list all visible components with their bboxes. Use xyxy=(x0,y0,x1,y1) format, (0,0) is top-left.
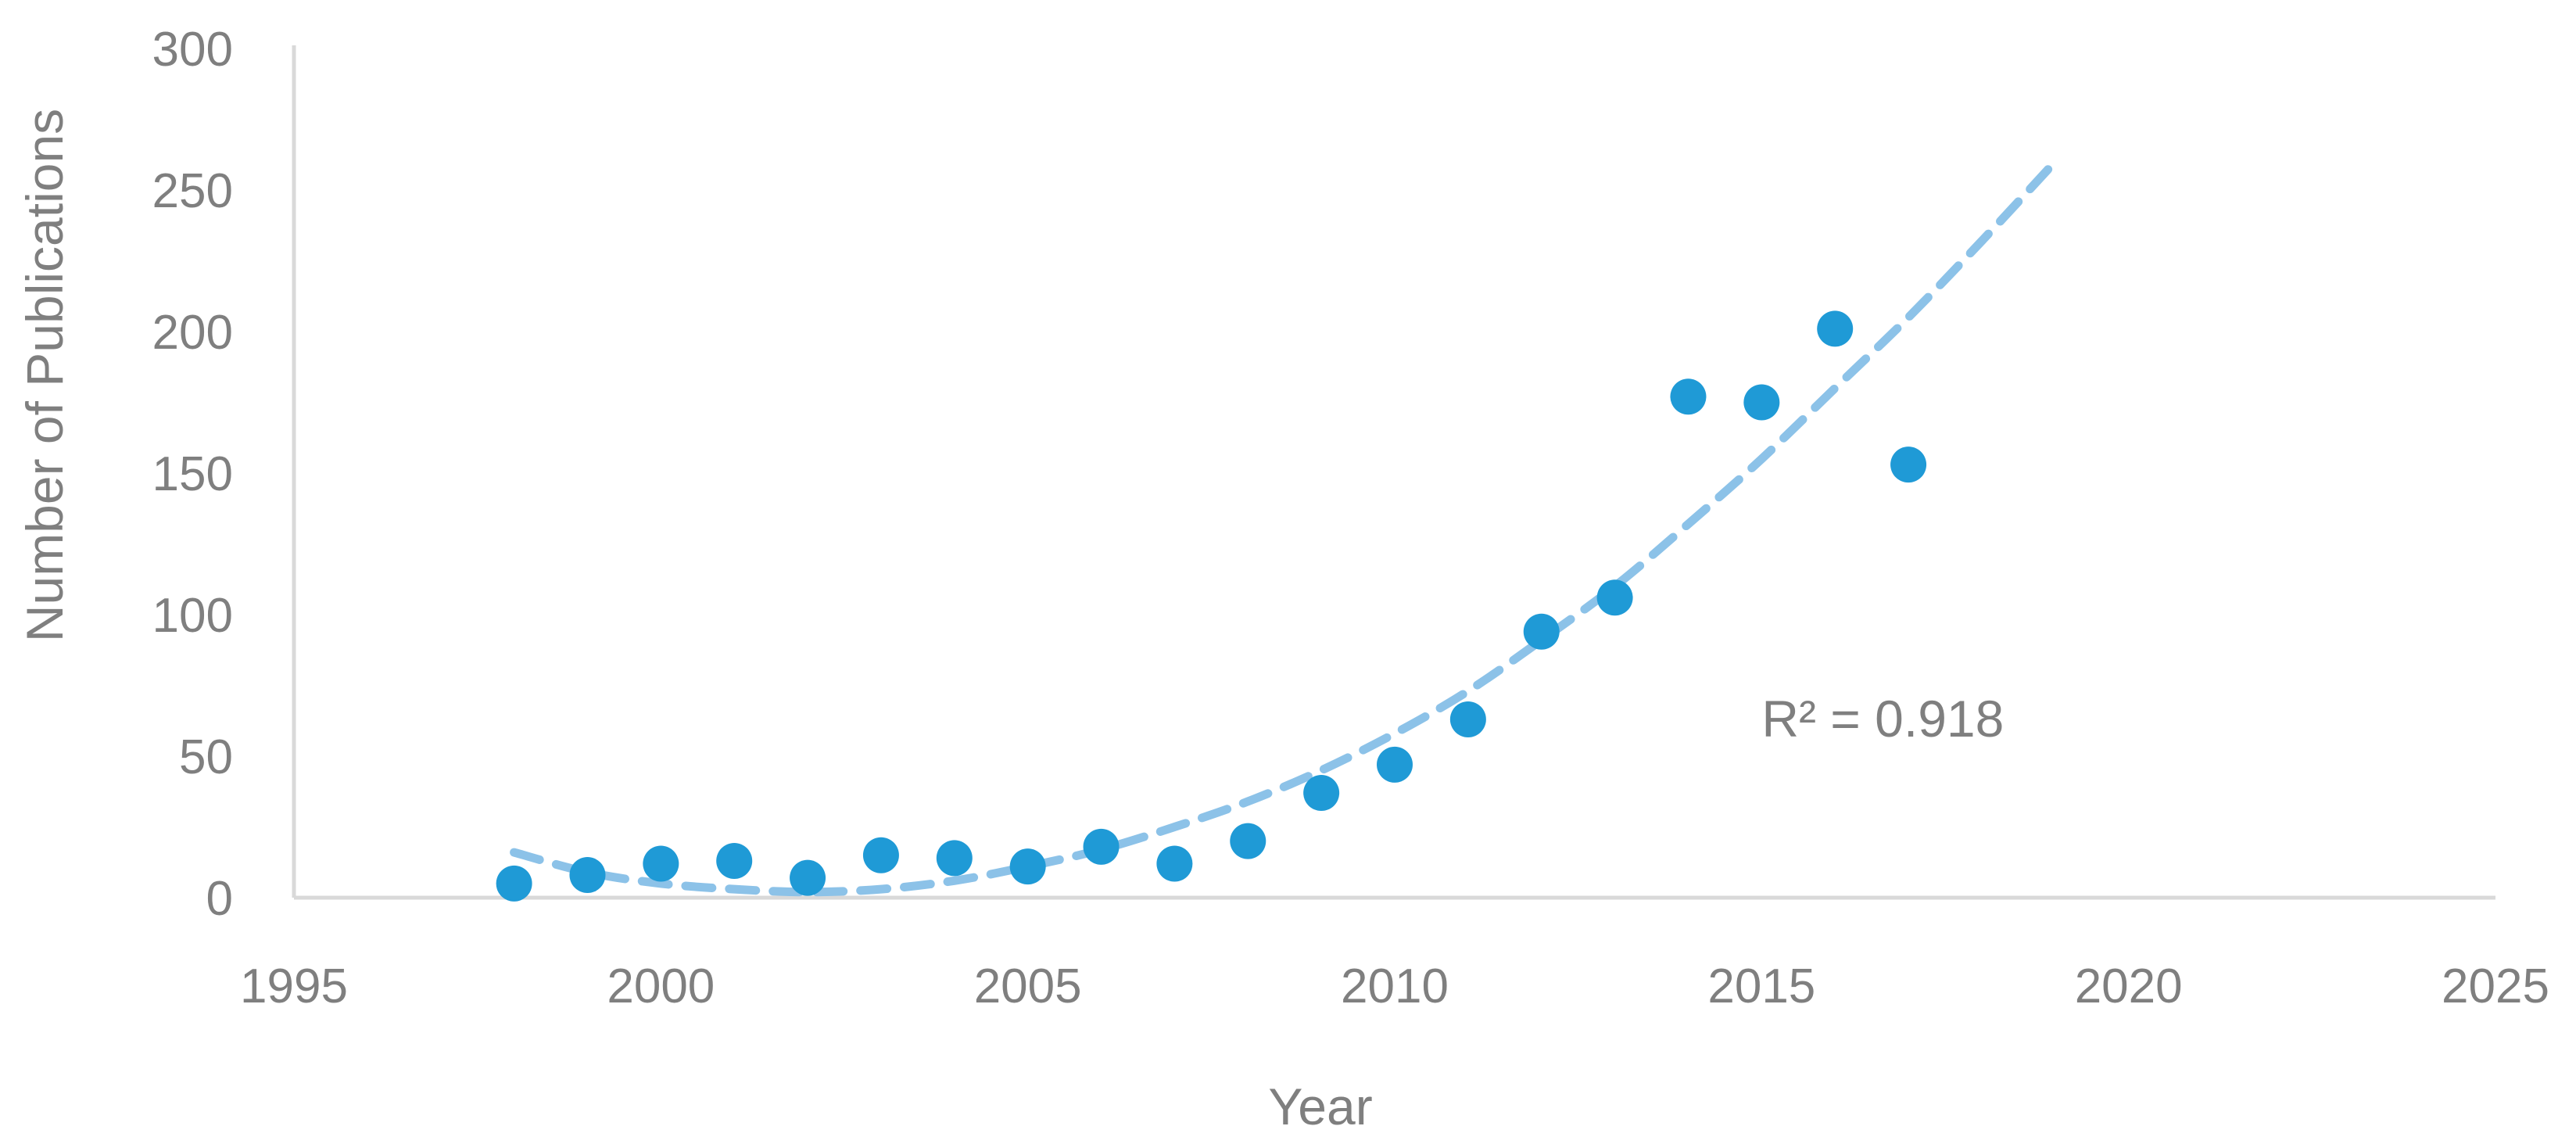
data-point xyxy=(1890,446,1927,483)
data-point xyxy=(1523,613,1560,650)
annotations: R² = 0.918 xyxy=(1761,690,2004,748)
data-point xyxy=(1156,845,1193,882)
x-tick-label: 2005 xyxy=(974,959,1082,1013)
x-axis: 1995 2000 2005 2010 2015 2020 2025 xyxy=(240,895,2549,1013)
x-tick-label: 1995 xyxy=(240,959,348,1013)
data-point xyxy=(1230,823,1267,859)
data-point xyxy=(1303,775,1340,812)
data-point xyxy=(569,857,606,894)
x-tick-label: 2010 xyxy=(1341,959,1449,1013)
data-point xyxy=(1817,310,1854,347)
data-point xyxy=(936,840,973,877)
data-point xyxy=(496,865,532,902)
x-tick-label: 2020 xyxy=(2075,959,2183,1013)
data-points xyxy=(496,310,1927,902)
r-squared-label: R² = 0.918 xyxy=(1761,690,2004,748)
trendline-path xyxy=(510,157,2060,897)
y-tick-label: 300 xyxy=(152,23,233,77)
data-point xyxy=(716,842,753,879)
trendline xyxy=(510,157,2060,897)
x-tick-label: 2015 xyxy=(1707,959,1815,1013)
y-tick-label: 0 xyxy=(206,872,233,926)
y-tick-label: 50 xyxy=(179,730,233,784)
data-point xyxy=(643,845,679,882)
data-point xyxy=(1670,378,1707,415)
data-point xyxy=(1449,701,1486,737)
x-tick-label: 2000 xyxy=(607,959,715,1013)
y-axis: 0 50 100 150 200 250 300 xyxy=(152,23,296,926)
data-point xyxy=(1377,746,1413,783)
x-axis-title: Year xyxy=(1268,1078,1372,1135)
data-point xyxy=(1009,848,1046,885)
x-tick-label: 2025 xyxy=(2442,959,2549,1013)
y-tick-label: 200 xyxy=(152,306,233,360)
data-point xyxy=(1596,579,1633,616)
data-point xyxy=(1743,384,1780,421)
y-tick-label: 100 xyxy=(152,589,233,643)
data-point xyxy=(862,837,899,873)
y-axis-title: Number of Publications xyxy=(16,109,73,642)
data-point xyxy=(1083,828,1120,865)
y-tick-label: 150 xyxy=(152,447,233,501)
y-tick-label: 250 xyxy=(152,164,233,218)
data-point xyxy=(790,859,826,896)
